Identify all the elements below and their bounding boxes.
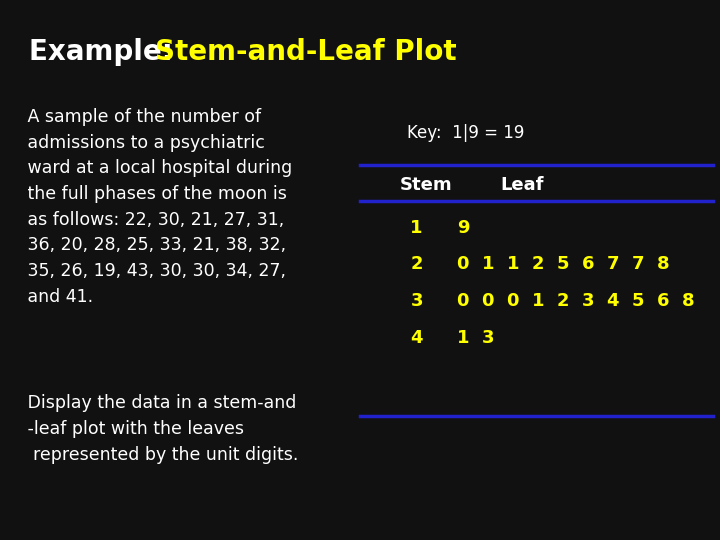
- Text: Example:: Example:: [29, 38, 182, 66]
- Text: 0  0  0  1  2  3  4  5  6  8: 0 0 0 1 2 3 4 5 6 8: [457, 292, 695, 310]
- Text: Stem-and-Leaf Plot: Stem-and-Leaf Plot: [155, 38, 456, 66]
- Text: Key:  1|9 = 19: Key: 1|9 = 19: [407, 124, 524, 142]
- Text: 1: 1: [410, 219, 423, 237]
- Text: A sample of the number of
 admissions to a psychiatric
 ward at a local hospital: A sample of the number of admissions to …: [22, 108, 292, 306]
- Text: Leaf: Leaf: [500, 176, 544, 193]
- Text: 4: 4: [410, 329, 423, 347]
- Text: 3: 3: [410, 292, 423, 310]
- Text: 1  3: 1 3: [457, 329, 495, 347]
- Text: 0  1  1  2  5  6  7  7  8: 0 1 1 2 5 6 7 7 8: [457, 255, 670, 273]
- Text: Stem: Stem: [400, 176, 452, 193]
- Text: Display the data in a stem-and
 -leaf plot with the leaves
  represented by the : Display the data in a stem-and -leaf plo…: [22, 394, 298, 464]
- Text: 2: 2: [410, 255, 423, 273]
- Text: 9: 9: [457, 219, 469, 237]
